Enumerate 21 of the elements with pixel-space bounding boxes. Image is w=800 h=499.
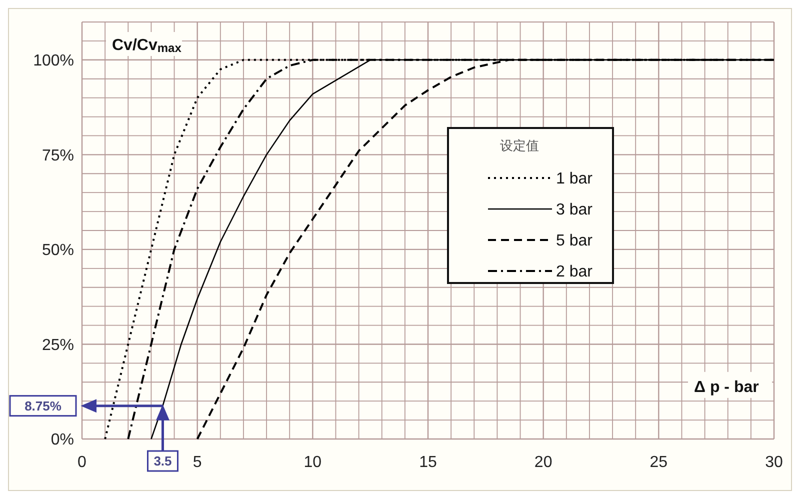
legend-label: 5 bar	[556, 232, 594, 250]
x-tick-label: 10	[304, 454, 322, 471]
legend-label: 2 bar	[556, 264, 594, 281]
legend-title: 设定值	[500, 139, 539, 154]
x-tick-label: 0	[78, 454, 87, 471]
ref-line-label: 8.75%	[24, 398, 62, 414]
legend-label: 1 bar	[556, 170, 594, 188]
x-tick-label: 20	[534, 454, 552, 471]
x-tick-label: 25	[650, 454, 668, 471]
x-tick-label: 15	[419, 454, 437, 471]
y-tick-label: 25%	[42, 336, 74, 354]
y-tick-label: 0%	[50, 432, 74, 449]
y-axis-title: Cv/Cv$_{max}$	[112, 37, 182, 55]
y-tick-label: 50%	[42, 242, 74, 260]
x-axis-title: Δ p - bar	[694, 378, 759, 396]
legend-label: 3 bar	[556, 202, 594, 219]
y-tick-label: 100%	[33, 52, 74, 70]
x-tick-label: 30	[765, 454, 783, 471]
y-tick-label: 75%	[42, 147, 74, 164]
ref-line-label: 3.5	[154, 454, 172, 469]
x-tick-label: 5	[192, 454, 202, 471]
